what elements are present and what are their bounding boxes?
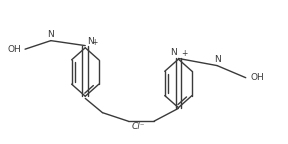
Text: OH: OH [7, 45, 21, 54]
Text: N: N [48, 30, 54, 39]
Text: OH: OH [250, 73, 264, 82]
Text: +: + [181, 49, 187, 58]
Text: +: + [92, 38, 98, 47]
Text: N: N [87, 37, 93, 46]
Text: N: N [170, 48, 177, 57]
Text: N: N [214, 55, 220, 64]
Text: Cl⁻: Cl⁻ [132, 122, 145, 131]
